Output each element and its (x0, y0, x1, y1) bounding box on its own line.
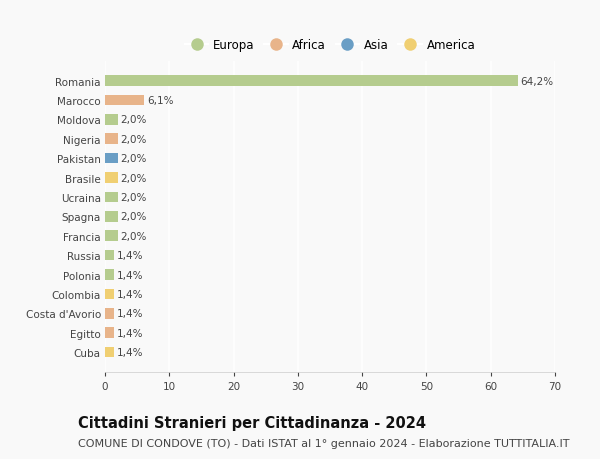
Bar (105, 289, 114, 300)
Text: COMUNE DI CONDOVE (TO) - Dati ISTAT al 1° gennaio 2024 - Elaborazione TUTTITALIA: COMUNE DI CONDOVE (TO) - Dati ISTAT al 1… (78, 438, 569, 448)
Text: 2,0%: 2,0% (121, 212, 147, 222)
Bar (105, 173, 118, 184)
Text: 2,0%: 2,0% (121, 173, 147, 183)
Text: 64,2%: 64,2% (520, 76, 553, 86)
Text: 1,4%: 1,4% (116, 328, 143, 338)
Text: 2,0%: 2,0% (121, 154, 147, 164)
Bar (105, 76, 518, 87)
Legend: Europa, Africa, Asia, America: Europa, Africa, Asia, America (182, 37, 478, 55)
Bar (105, 250, 114, 261)
Bar (105, 269, 114, 280)
Bar (105, 115, 118, 125)
Text: 1,4%: 1,4% (116, 347, 143, 358)
Bar (105, 308, 114, 319)
Text: 1,4%: 1,4% (116, 251, 143, 261)
Bar (105, 95, 144, 106)
Bar (105, 153, 118, 164)
Bar (105, 192, 118, 203)
Bar (105, 328, 114, 338)
Text: 2,0%: 2,0% (121, 231, 147, 241)
Bar (105, 231, 118, 241)
Text: 1,4%: 1,4% (116, 309, 143, 319)
Text: 1,4%: 1,4% (116, 270, 143, 280)
Text: Cittadini Stranieri per Cittadinanza - 2024: Cittadini Stranieri per Cittadinanza - 2… (78, 415, 426, 431)
Bar (105, 347, 114, 358)
Text: 6,1%: 6,1% (147, 96, 173, 106)
Text: 2,0%: 2,0% (121, 134, 147, 145)
Bar (105, 212, 118, 222)
Text: 2,0%: 2,0% (121, 115, 147, 125)
Text: 1,4%: 1,4% (116, 289, 143, 299)
Text: 2,0%: 2,0% (121, 192, 147, 202)
Bar (105, 134, 118, 145)
